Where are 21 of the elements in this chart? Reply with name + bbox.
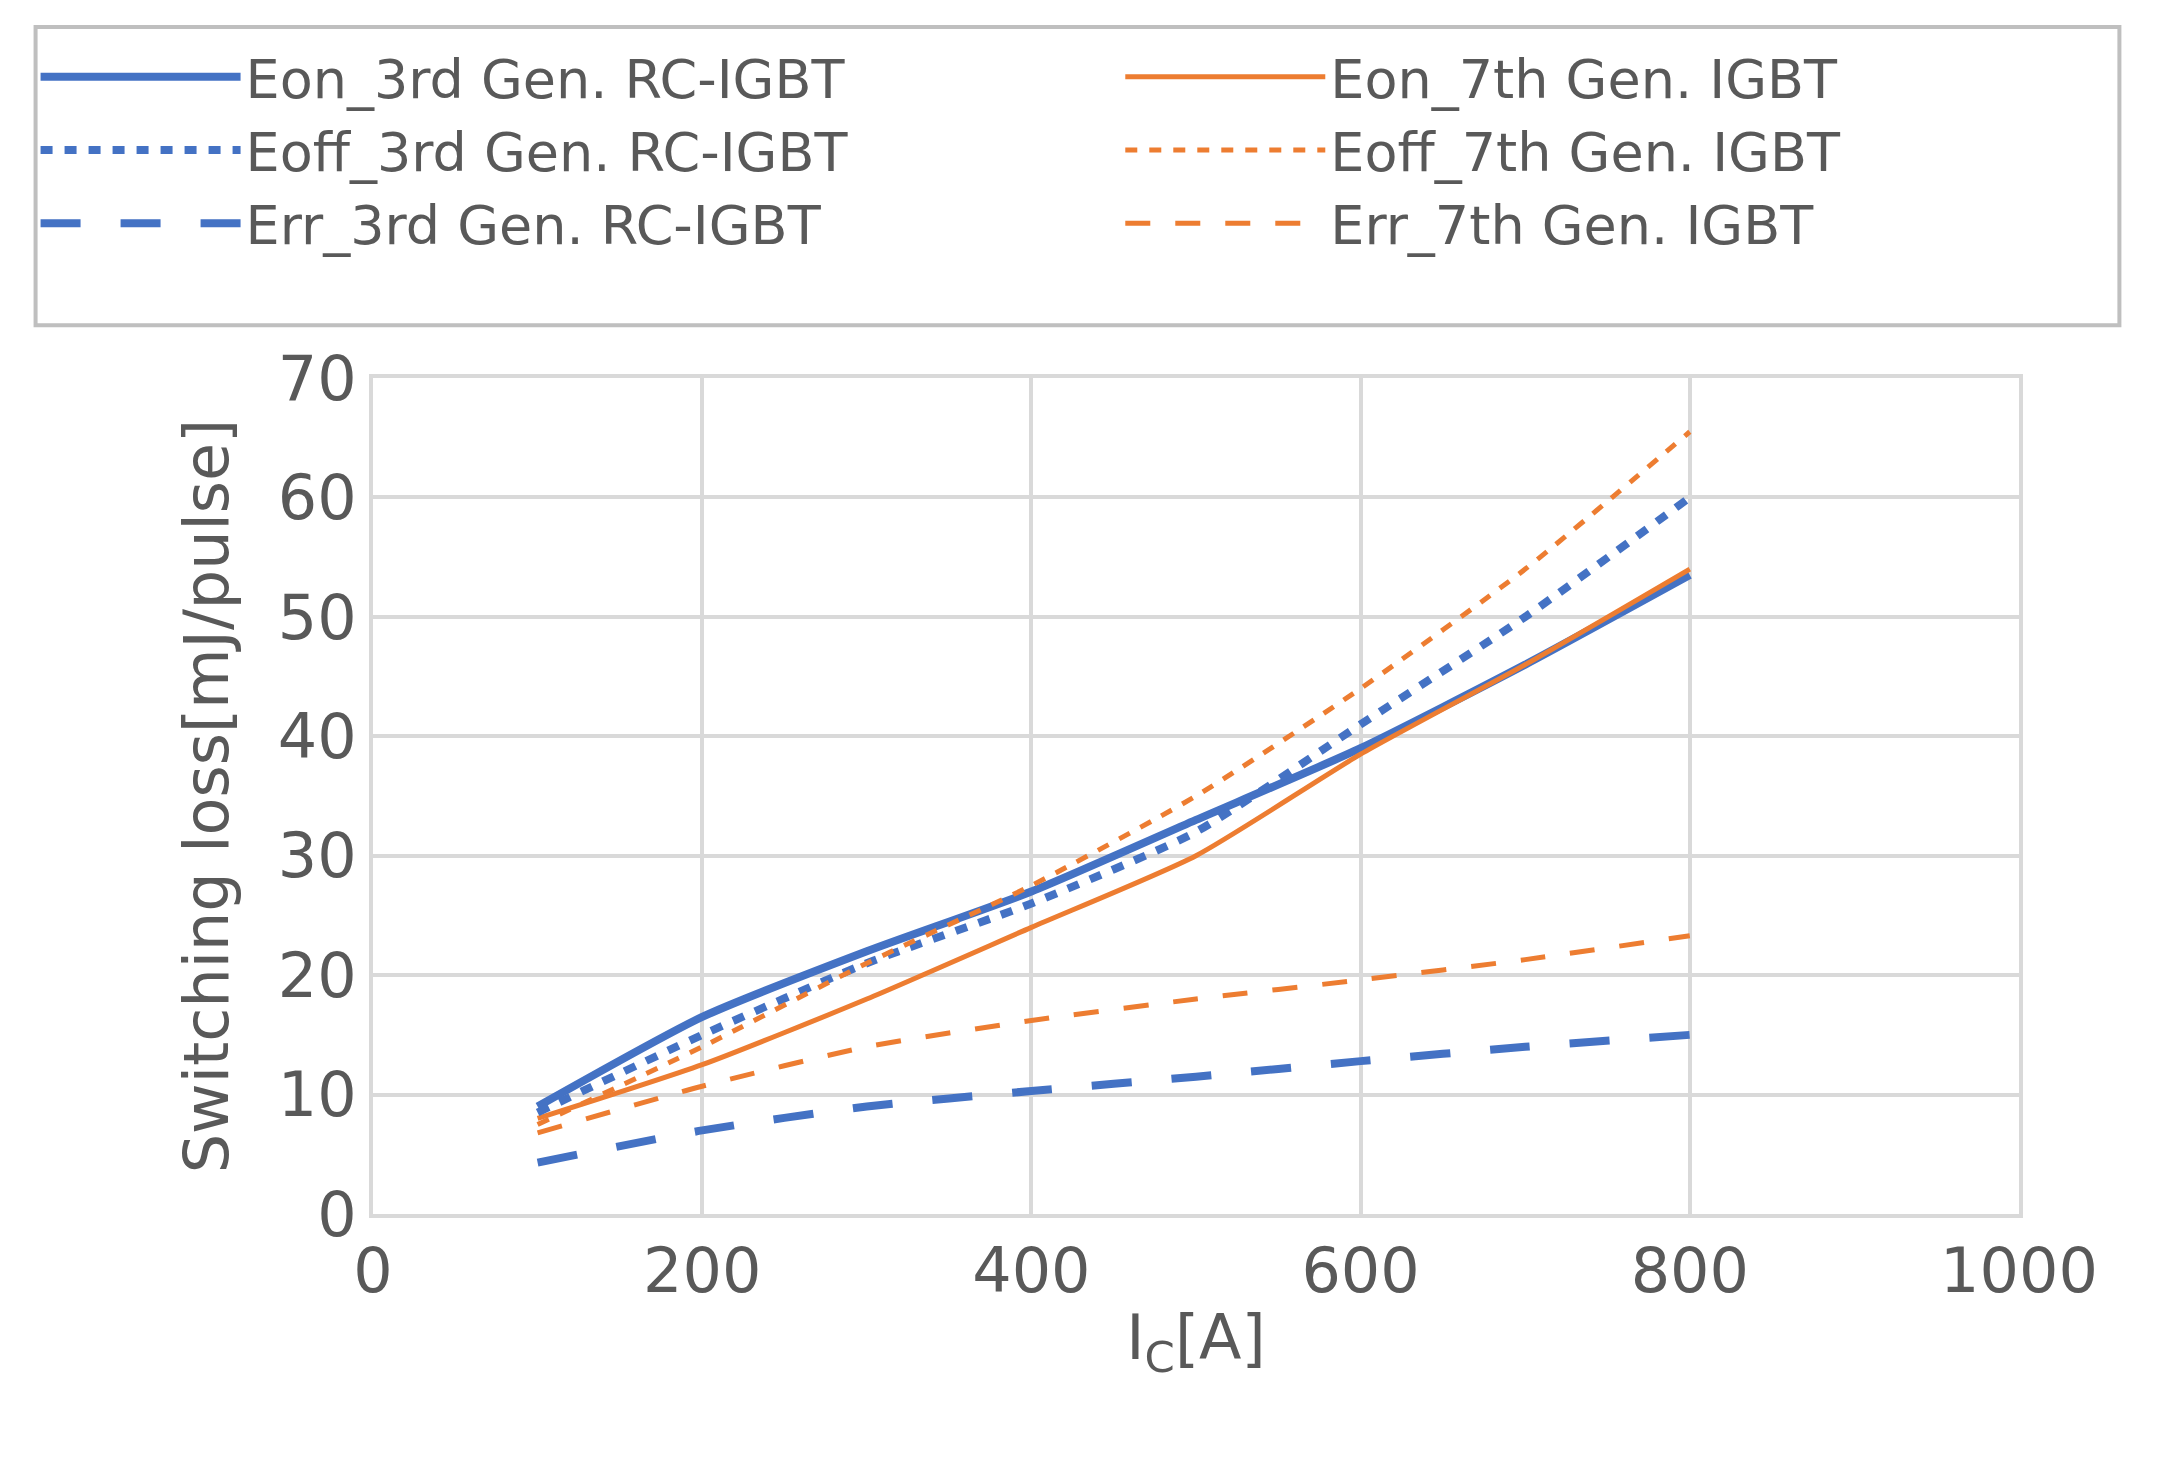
legend-label: Err_7th Gen. IGBT: [1330, 194, 1815, 258]
x-axis-title: I$_{C}$[A]: [1126, 1300, 1266, 1382]
x-tick-label: 600: [1301, 1234, 1420, 1308]
legend-label: Eoff_7th Gen. IGBT: [1330, 121, 1841, 185]
y-tick-label: 20: [277, 938, 357, 1012]
y-tick-label: 60: [277, 461, 357, 535]
x-tick-label: 200: [643, 1234, 762, 1308]
x-tick-label: 800: [1630, 1234, 1749, 1308]
y-tick-label: 40: [277, 699, 357, 773]
y-tick-label: 0: [317, 1177, 357, 1251]
legend-label: Eoff_3rd Gen. RC-IGBT: [245, 121, 849, 185]
y-tick-label: 70: [277, 341, 357, 415]
legend-label: Eon_7th Gen. IGBT: [1330, 47, 1839, 111]
x-tick-label: 1000: [1940, 1234, 2098, 1308]
legend-label: Err_3rd Gen. RC-IGBT: [245, 194, 822, 258]
x-tick-label: 400: [972, 1234, 1091, 1308]
y-tick-label: 10: [277, 1058, 357, 1132]
y-tick-label: 50: [277, 580, 357, 654]
y-tick-label: 30: [277, 819, 357, 893]
legend-label: Eon_3rd Gen. RC-IGBT: [245, 47, 846, 111]
y-axis-title: Switching loss[mJ/pulse]: [169, 418, 243, 1174]
